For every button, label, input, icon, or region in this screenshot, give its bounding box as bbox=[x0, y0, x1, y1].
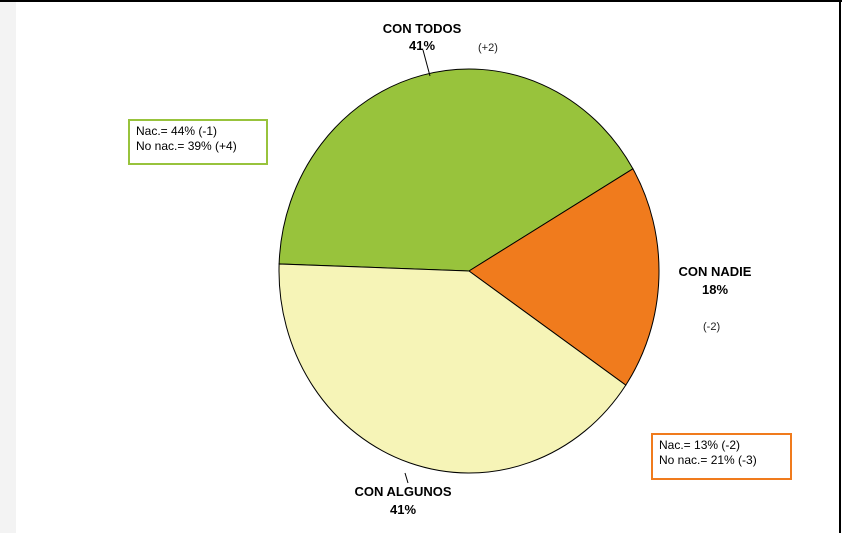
slice-value-con-nadie: 18% bbox=[701, 282, 729, 297]
slice-label-con-todos: CON TODOS bbox=[382, 21, 462, 36]
top-border bbox=[0, 0, 842, 2]
annotation-line: No nac.= 21% (-3) bbox=[659, 453, 757, 467]
annotation-line: Nac.= 44% (-1) bbox=[136, 124, 218, 138]
leader-line-con-algunos bbox=[404, 472, 409, 484]
pie-slice-con-todos bbox=[278, 68, 634, 272]
pie-slice-con-algunos bbox=[278, 263, 627, 474]
slice-value-con-algunos: 41% bbox=[389, 502, 417, 517]
annotation-box-con-todos: Nac.= 44% (-1) No nac.= 39% (+4) bbox=[128, 119, 268, 165]
pie-slice-con-nadie bbox=[468, 168, 660, 386]
right-border bbox=[839, 2, 841, 533]
annotation-line: Nac.= 13% (-2) bbox=[659, 438, 741, 452]
leader-line-con-todos bbox=[422, 49, 431, 77]
annotation-box-con-nadie: Nac.= 13% (-2) No nac.= 21% (-3) bbox=[651, 433, 792, 480]
slice-label-con-nadie: CON NADIE bbox=[678, 264, 752, 279]
slice-label-con-algunos: CON ALGUNOS bbox=[354, 484, 452, 499]
slice-value-con-todos: 41% bbox=[408, 38, 436, 53]
annotation-line: No nac.= 39% (+4) bbox=[136, 139, 237, 153]
slice-change-con-todos: (+2) bbox=[478, 42, 498, 54]
left-margin bbox=[0, 2, 16, 533]
slice-change-con-nadie: (-2) bbox=[703, 321, 721, 333]
